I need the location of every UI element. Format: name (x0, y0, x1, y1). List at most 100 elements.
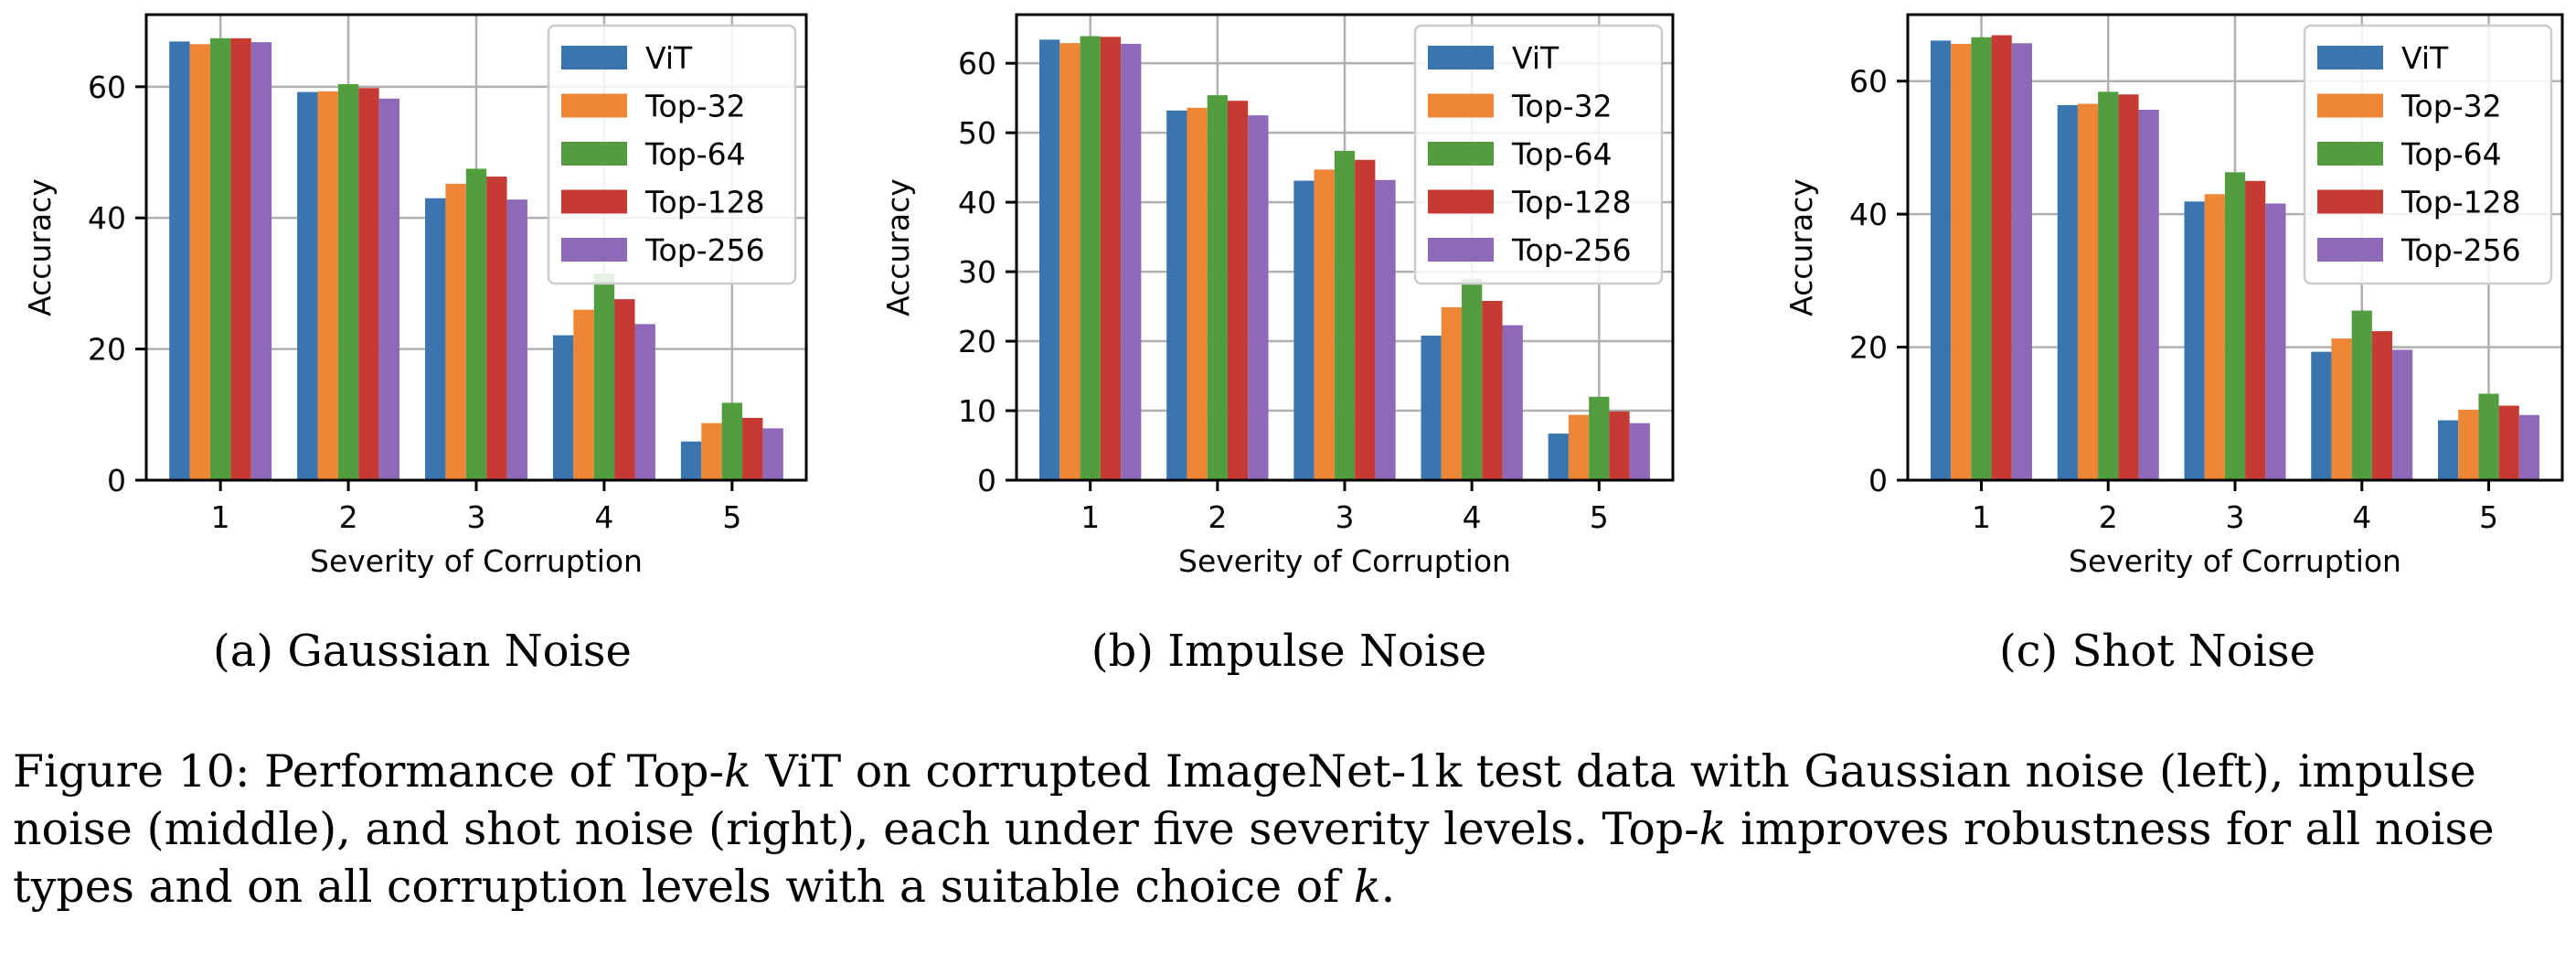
bar-vit-sev-3 (425, 198, 446, 480)
x-tick-label: 3 (1336, 499, 1355, 535)
bar-top-64-sev-1 (209, 37, 231, 481)
legend-box (2303, 24, 2553, 285)
chart-shot-noise: 0 20 40 60 1 2 3 4 5 Severity of Corruption Accura… (1783, 13, 2564, 579)
legend-swatch-top-32 (561, 93, 627, 118)
y-tick-label: 60 (1849, 64, 1888, 100)
bar-top-64-sev-5 (721, 402, 743, 480)
y-tick-label: 50 (958, 115, 996, 151)
x-tick-label: 3 (467, 499, 486, 535)
bar-top-32-sev-1 (1951, 43, 1972, 480)
y-tick-label: 40 (958, 185, 996, 220)
bar-top-128-sev-1 (1100, 37, 1122, 480)
bar-top-64-sev-5 (2478, 393, 2499, 480)
x-tick-label: 5 (1590, 499, 1609, 535)
bar-top-256-sev-5 (1629, 423, 1650, 480)
legend-swatch-top-128 (1428, 189, 1494, 214)
legend-swatch-top-128 (561, 189, 627, 214)
bar-top-64-sev-5 (1589, 396, 1610, 480)
bar-top-32-sev-4 (1441, 306, 1463, 480)
bar-top-128-sev-2 (358, 88, 379, 480)
bar-top-256-sev-5 (762, 428, 783, 480)
bar-top-256-sev-3 (1375, 179, 1396, 480)
x-axis-label: Severity of Corruption (310, 543, 643, 579)
y-tick-label: 20 (88, 332, 126, 368)
x-tick-label: 5 (722, 499, 741, 535)
bar-top-128-sev-4 (1482, 300, 1503, 480)
legend: ViT Top-32 Top-64 Top-128 Top-256 (547, 24, 797, 285)
legend-label-top-256: Top-256 (1511, 232, 1632, 268)
x-tick-label: 3 (2226, 499, 2245, 535)
bar-top-256-sev-1 (2011, 43, 2032, 480)
bar-vit-sev-1 (1930, 40, 1952, 480)
y-axis-label: Accuracy (1783, 178, 1819, 316)
legend-swatch-vit (2317, 46, 2383, 70)
legend: ViT Top-32 Top-64 Top-128 Top-256 (1413, 24, 1664, 285)
bar-top-32-sev-2 (1187, 107, 1208, 481)
legend-label-top-64: Top-64 (644, 136, 746, 172)
bar-top-32-sev-3 (2204, 194, 2225, 481)
bar-top-256-sev-2 (378, 98, 400, 481)
caption-math-k: k (1698, 803, 1727, 855)
figure-caption: Figure 10: Performance of Top-k ViT on c… (13, 743, 2563, 916)
bar-top-64-sev-2 (1207, 95, 1228, 481)
subcaption-b: (b) Impulse Noise (1091, 626, 1487, 677)
bar-top-128-sev-1 (230, 37, 251, 481)
y-tick-label: 20 (958, 324, 996, 359)
legend-swatch-top-256 (561, 238, 627, 262)
bar-vit-sev-2 (2057, 104, 2078, 481)
bar-top-32-sev-3 (445, 183, 466, 480)
caption-text-3: improves robustness for all noise types … (13, 803, 2495, 913)
legend-label-top-32: Top-32 (644, 89, 746, 124)
bar-top-128-sev-3 (486, 177, 507, 480)
bar-vit-sev-1 (169, 41, 190, 481)
y-tick-label: 40 (88, 200, 126, 236)
caption-text-4: . (1380, 861, 1396, 913)
legend-swatch-top-64 (2317, 142, 2383, 166)
bar-top-64-sev-1 (1080, 36, 1101, 480)
legend-label-top-256: Top-256 (2400, 232, 2521, 268)
bar-vit-sev-3 (1293, 180, 1315, 480)
bar-top-64-sev-3 (2224, 172, 2246, 480)
x-axis-label: Severity of Corruption (2069, 543, 2401, 579)
y-tick-label: 40 (1849, 197, 1888, 232)
x-tick-label: 4 (2352, 499, 2371, 535)
legend-swatch-top-32 (2317, 93, 2383, 118)
bar-top-64-sev-4 (1462, 278, 1483, 480)
bar-top-256-sev-2 (1248, 115, 1269, 481)
bar-top-256-sev-1 (250, 42, 272, 480)
bar-top-64-sev-3 (465, 168, 487, 480)
bar-top-64-sev-2 (337, 83, 359, 480)
x-tick-label: 4 (1463, 499, 1482, 535)
bar-vit-sev-3 (2184, 201, 2205, 480)
bar-top-256-sev-4 (2392, 349, 2413, 480)
y-axis-label: Accuracy (880, 178, 916, 316)
x-tick-label: 2 (2099, 499, 2118, 535)
y-tick-label: 60 (958, 46, 996, 81)
bar-vit-sev-1 (1039, 39, 1060, 481)
legend-label-top-32: Top-32 (2400, 89, 2502, 124)
bar-top-256-sev-2 (2138, 109, 2159, 480)
caption-text-2: ViT on corrupted ImageNet-1k test data w… (13, 745, 2476, 855)
bar-top-128-sev-2 (2118, 94, 2139, 480)
bar-vit-sev-5 (1548, 434, 1569, 480)
legend-label-top-128: Top-128 (2400, 185, 2521, 220)
caption-math-k: k (1353, 861, 1381, 913)
bar-top-256-sev-4 (634, 324, 655, 480)
chart-gaussian-noise: 0 20 40 60 1 2 3 4 5 Severity of Corruption Accura… (22, 13, 808, 579)
x-tick-label: 1 (211, 499, 230, 535)
legend-label-top-32: Top-32 (1511, 89, 1613, 124)
bar-top-128-sev-3 (1355, 159, 1376, 480)
y-axis-label: Accuracy (22, 178, 58, 316)
bar-top-32-sev-2 (317, 91, 338, 480)
bar-top-128-sev-2 (1227, 101, 1249, 480)
legend-swatch-top-64 (1428, 142, 1494, 166)
y-tick-label: 0 (977, 463, 996, 498)
bar-top-32-sev-5 (701, 423, 722, 480)
bar-top-128-sev-5 (1609, 411, 1630, 480)
legend-label-vit: ViT (1512, 40, 1559, 76)
bar-vit-sev-4 (552, 335, 574, 480)
caption-text-1: Figure 10: Performance of Top- (13, 745, 725, 798)
legend-swatch-top-32 (1428, 93, 1494, 118)
legend-swatch-vit (1428, 46, 1494, 70)
